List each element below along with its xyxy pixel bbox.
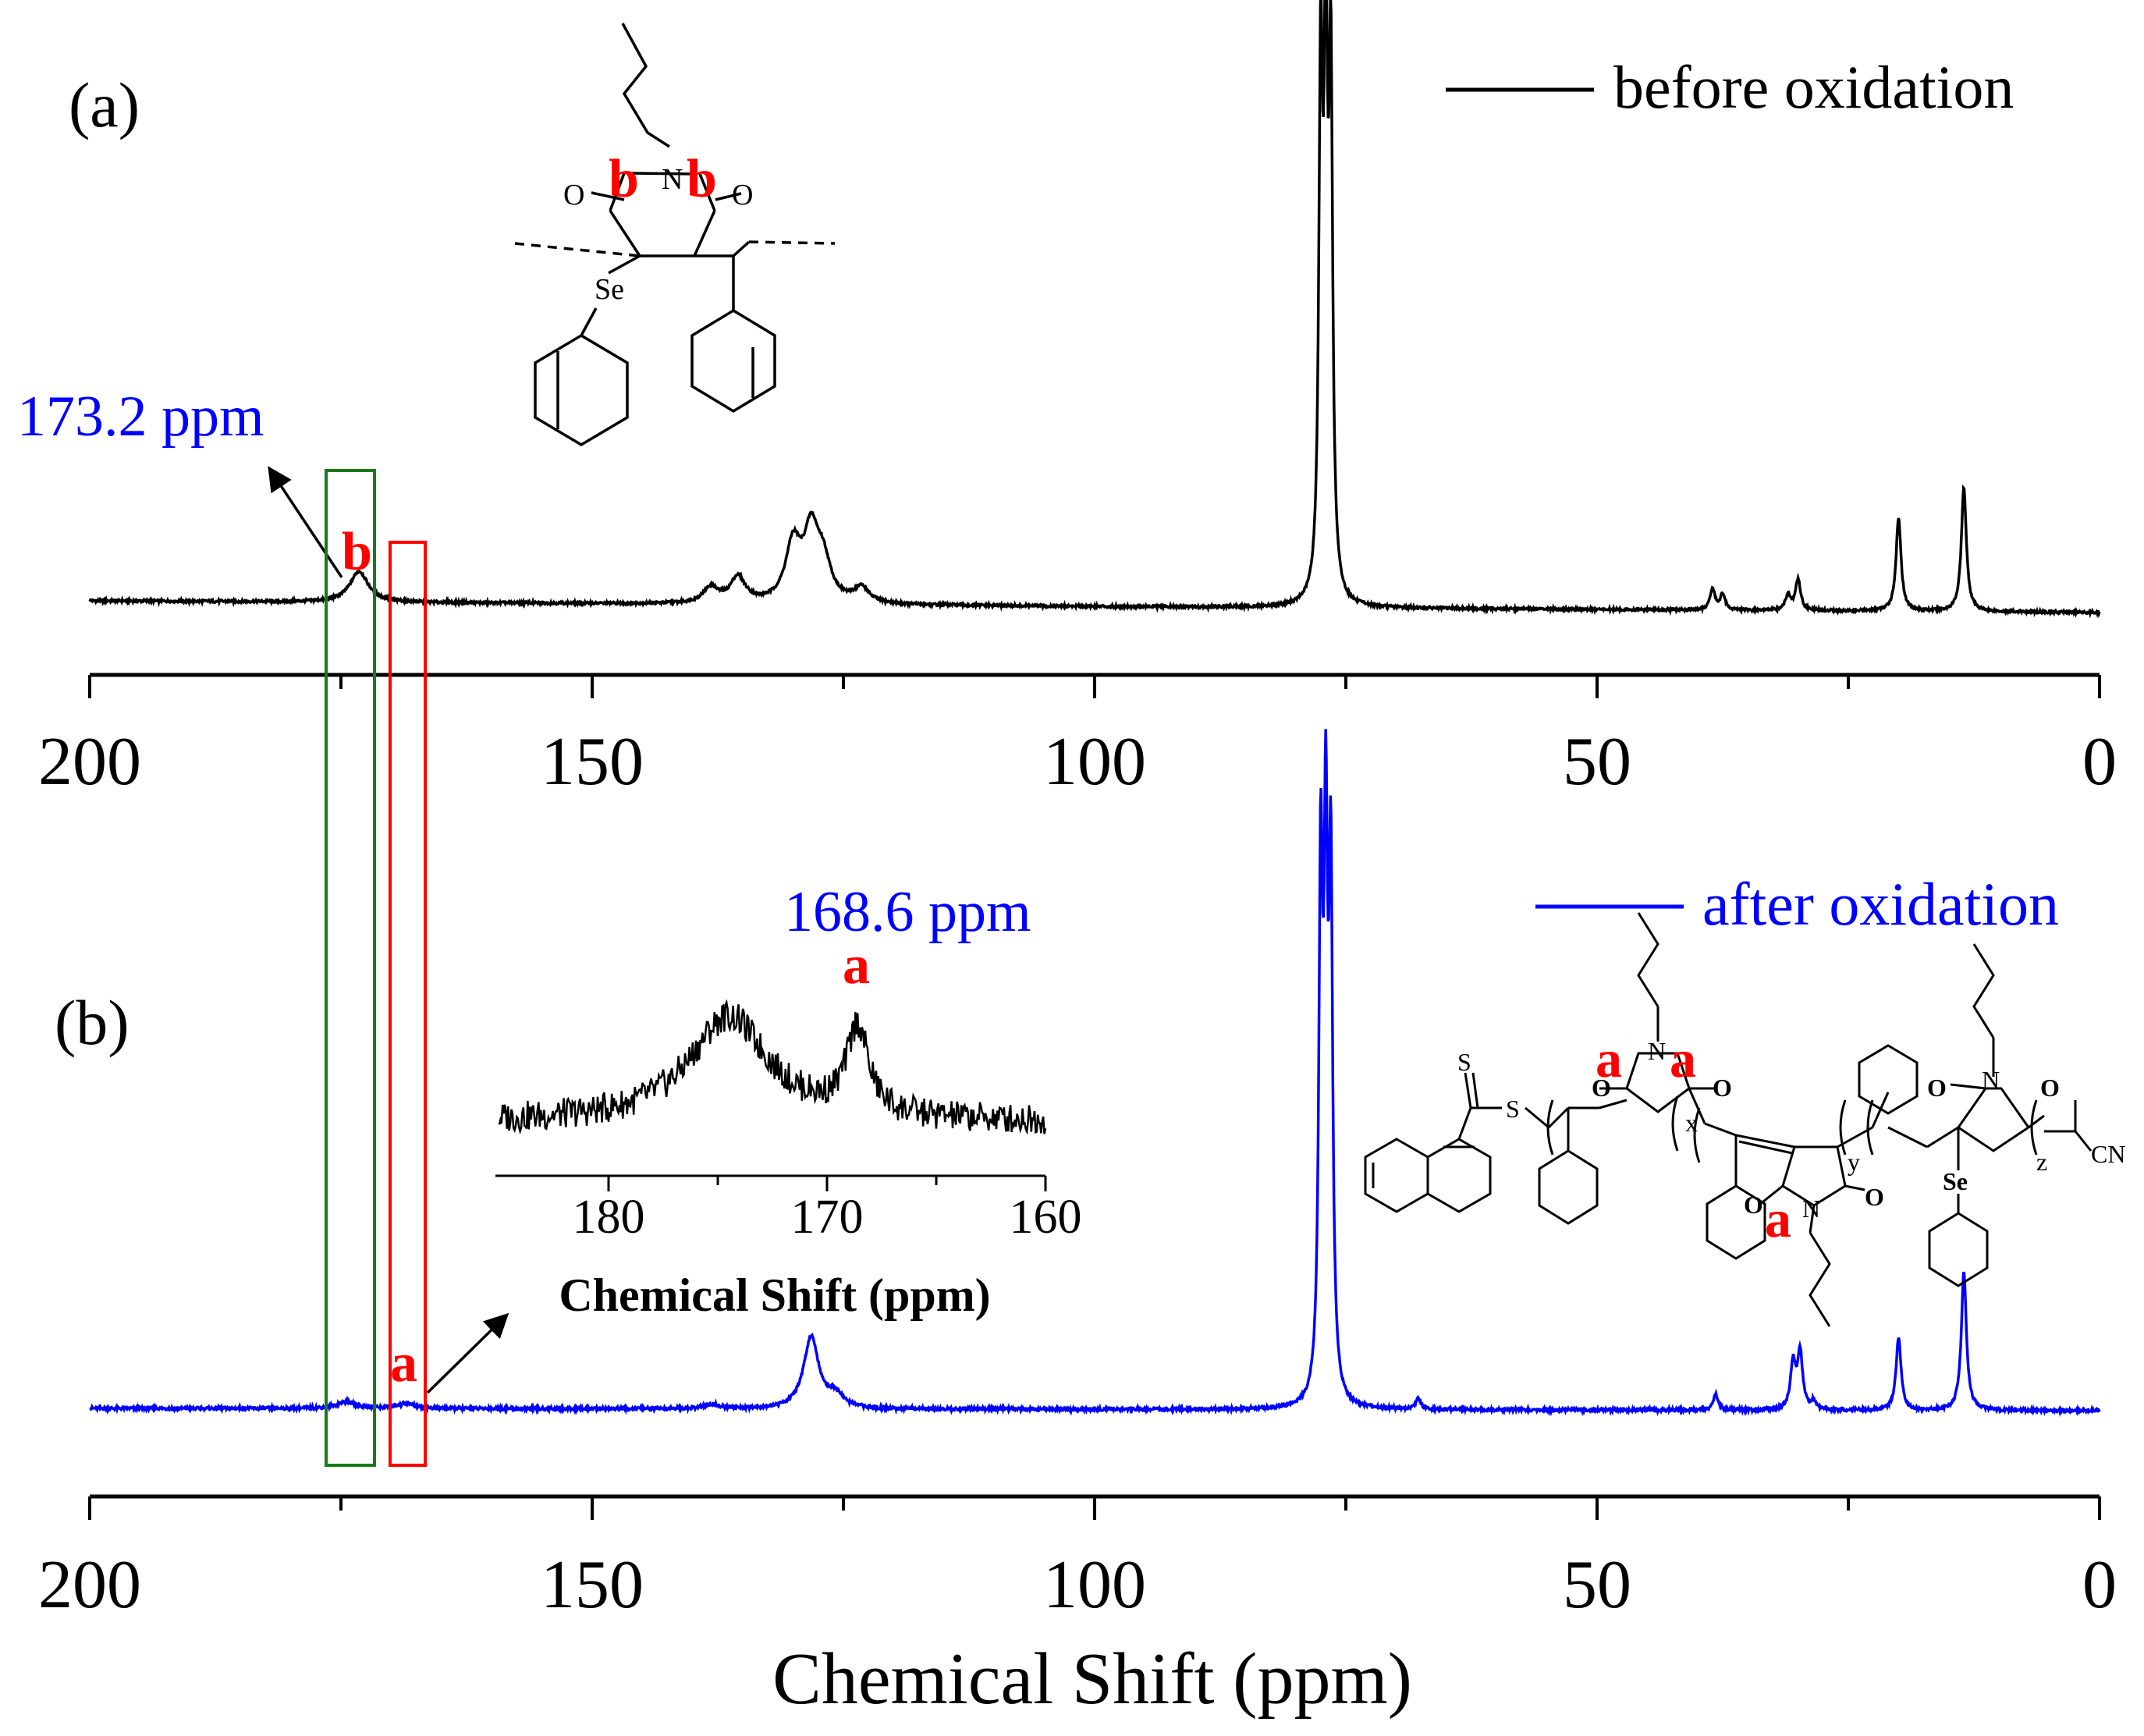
inset-axis-title: Chemical Shift (ppm): [559, 1269, 990, 1321]
peak-label-b: b: [342, 522, 372, 582]
legend-before-text: before oxidation: [1613, 53, 2014, 121]
structure-b-atom-n2: N: [1802, 1195, 1820, 1223]
inset-axis-ticks: 180 170 160: [573, 1176, 1082, 1244]
tick-label-100: 100: [1043, 724, 1146, 800]
x-axis-b-ticks: 200 150 100 50 0: [38, 1496, 2117, 1623]
inset-chart: 180 170 160 Chemical Shift (ppm) a: [495, 935, 1082, 1321]
tick-label-150: 150: [541, 1547, 644, 1623]
panel-a-label: (a): [69, 69, 140, 140]
structure-b-atom-o4: O: [1865, 1183, 1884, 1211]
annotation-173-arrow: [268, 466, 343, 578]
inset-spectrum: [498, 999, 1047, 1135]
tick-label-100: 100: [1043, 1547, 1146, 1623]
tick-label-50: 50: [1563, 1547, 1631, 1623]
structure-b-atom-o6: O: [2040, 1074, 2060, 1102]
peak-label-a: a: [390, 1333, 417, 1393]
x-axis-title: Chemical Shift (ppm): [772, 1638, 1412, 1720]
structure-b-subscript-z: z: [2036, 1148, 2047, 1176]
structure-a: [514, 23, 836, 447]
structure-b-subscript-y: y: [1848, 1148, 1860, 1176]
structure-a-atom-o-right: O: [732, 179, 753, 211]
structure-b-atom-o1: O: [1592, 1074, 1611, 1102]
panel-b-label: (b): [55, 987, 130, 1058]
highlight-box-173: [325, 469, 376, 1467]
structure-b-label-a1: a: [1596, 1029, 1622, 1088]
structure-b-atom-o5: O: [1927, 1074, 1947, 1102]
tick-label-200: 200: [38, 724, 141, 800]
legend-before: before oxidation: [1446, 53, 2014, 121]
inset-arrow: [426, 1312, 509, 1394]
structure-a-label-b-right: b: [687, 149, 717, 209]
tick-label-200: 200: [38, 1547, 141, 1623]
structure-a-atom-se: Se: [595, 273, 624, 306]
structure-b-atom-o3: O: [1744, 1191, 1763, 1219]
structure-b-atom-n3: N: [1982, 1066, 2000, 1094]
inset-peak-label-a: a: [843, 935, 870, 996]
structure-b-atom-s-thione: S: [1457, 1048, 1471, 1076]
x-axis-b: 200 150 100 50 0: [38, 1494, 2117, 1623]
structure-a-text: N O O Se b b: [563, 149, 753, 306]
structure-b-atom-cn: CN: [2091, 1140, 2125, 1168]
structure-b-atom-s-thio: S: [1506, 1095, 1520, 1123]
x-axis-a: 200 150 100 50 0: [38, 673, 2117, 800]
structure-a-label-b-left: b: [609, 149, 639, 209]
highlight-box-168: [389, 541, 427, 1467]
tick-label-170: 170: [791, 1191, 864, 1244]
tick-label-0: 0: [2082, 724, 2117, 800]
legend-after-text: after oxidation: [1702, 870, 2059, 938]
structure-a-atom-o-left: O: [563, 179, 584, 211]
structure-b-text: S S N O O N O O N O O Se CN x y z a a a: [1457, 1029, 2125, 1248]
x-axis-a-ticks: 200 150 100 50 0: [38, 675, 2117, 800]
annotation-168-ppm: 168.6 ppm: [784, 880, 1031, 944]
panel-b: (b) after oxidation 200 150 100 50 0 Chemica…: [38, 729, 2125, 1720]
structure-b-atom-n1: N: [1648, 1037, 1666, 1065]
structure-a-atom-n: N: [662, 163, 683, 196]
tick-label-160: 160: [1010, 1191, 1082, 1244]
legend-after: after oxidation: [1535, 870, 2059, 938]
panel-a: (a) before oxidation 200 150 100 50 0 173.2 …: [17, 0, 2117, 800]
tick-label-50: 50: [1563, 724, 1631, 800]
tick-label-150: 150: [541, 724, 644, 800]
structure-b-label-a3: a: [1765, 1189, 1791, 1248]
structure-b-atom-se: Se: [1943, 1167, 1968, 1195]
structure-b-atom-o2: O: [1713, 1074, 1732, 1102]
tick-label-180: 180: [573, 1191, 645, 1244]
tick-label-0: 0: [2082, 1547, 2117, 1623]
structure-b-label-a2: a: [1670, 1029, 1696, 1088]
annotation-173-ppm: 173.2 ppm: [17, 385, 264, 449]
structure-b-subscript-x: x: [1685, 1109, 1698, 1137]
structure-b: [1364, 912, 2093, 1327]
